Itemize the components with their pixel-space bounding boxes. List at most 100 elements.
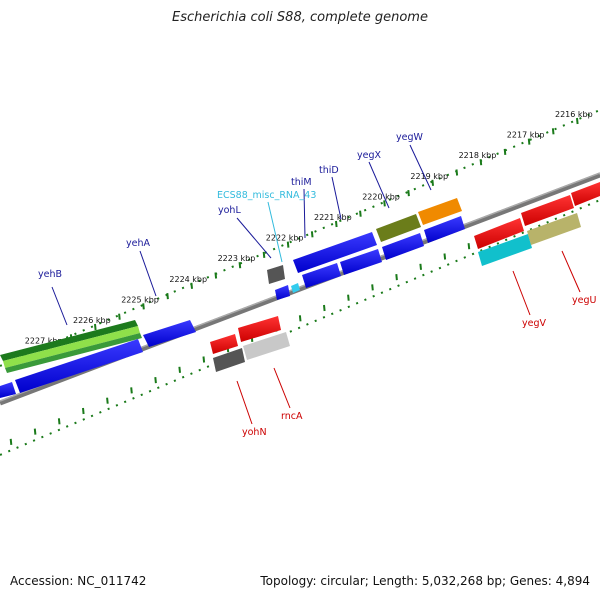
feature-misc-rna[interactable]: [291, 283, 300, 293]
feature-thiM[interactable]: [293, 232, 377, 273]
gene-label-yohL[interactable]: yohL: [218, 205, 241, 216]
ruler-tick: [551, 128, 555, 135]
ruler-tick-inner: [443, 253, 447, 260]
feature-yohL[interactable]: [275, 285, 290, 300]
ruler-tick: [359, 210, 362, 217]
feature-yegV[interactable]: [478, 234, 532, 266]
ruler-tick-label: 2227 kbp: [25, 337, 63, 346]
topology-text: Topology: circular; Length: 5,032,268 bp…: [260, 574, 590, 588]
reverse-label-leaders: [236, 250, 581, 425]
ruler-tick-inner: [323, 304, 326, 312]
gene-label-yegV[interactable]: yegV: [522, 318, 546, 329]
feature-yegV-red[interactable]: [474, 218, 524, 249]
accession-text: Accession: NC_011742: [10, 574, 147, 588]
feature-rncA[interactable]: [238, 316, 281, 342]
ruler-tick: [310, 231, 314, 238]
feature-yegX-blue[interactable]: [382, 233, 424, 260]
ruler-tick: [383, 200, 386, 207]
ruler-tick: [479, 159, 483, 166]
gene-label-yohN[interactable]: yohN: [242, 427, 267, 438]
feature-yegW-blue[interactable]: [424, 216, 465, 243]
gene-label-thiD[interactable]: thiD: [319, 165, 339, 176]
feature-yohL-grey[interactable]: [267, 265, 285, 284]
ruler-tick-inner: [419, 263, 422, 270]
feature-yohN[interactable]: [210, 334, 238, 354]
gene-label-thiM[interactable]: thiM: [291, 177, 312, 188]
misc-rna-leader: [267, 201, 283, 263]
forward-gene-labels: yegW yegX thiD thiM ECS88_misc_RNA_43 yo…: [38, 132, 423, 280]
feature-yegU-red[interactable]: [571, 182, 600, 206]
ruler-tick-label: 2218 kbp: [459, 151, 497, 160]
ruler-tick-label: 2221 kbp: [314, 213, 352, 222]
ruler-tick: [190, 282, 193, 289]
feature-thiD-a[interactable]: [302, 263, 341, 288]
reverse-strand-features: [210, 182, 600, 372]
gene-label-yegW[interactable]: yegW: [396, 132, 423, 143]
ruler-tick-inner: [130, 387, 133, 394]
feature-blue-mid[interactable]: [143, 320, 196, 347]
ruler-track-outer: [0, 109, 600, 367]
feature-yehB-band-3[interactable]: [5, 333, 142, 373]
feature-yegU[interactable]: [527, 213, 581, 245]
ruler-tick-inner: [347, 294, 350, 301]
ruler-tick: [407, 190, 410, 197]
ruler-tick-label: 2224 kbp: [169, 275, 207, 284]
ruler-tick-inner: [202, 356, 206, 363]
feature-yohN-grey[interactable]: [213, 348, 245, 372]
gene-label-misc-rna[interactable]: ECS88_misc_RNA_43: [217, 190, 316, 201]
feature-rncA-grey[interactable]: [243, 332, 290, 360]
ruler-tick: [166, 293, 169, 300]
ruler-tick: [142, 303, 145, 310]
ruler-tick: [576, 117, 579, 125]
ruler-track-inner: [0, 199, 600, 456]
ruler-tick: [431, 179, 434, 186]
forward-label-leaders: [51, 144, 432, 326]
ruler-tick: [335, 220, 338, 228]
ruler-tick-inner: [57, 418, 61, 425]
ruler-tick-label: 2219 kbp: [410, 172, 448, 181]
ruler-tick: [238, 262, 242, 269]
feature-blue-left[interactable]: [0, 382, 16, 398]
feature-yehA[interactable]: [15, 339, 143, 393]
feature-yehB-band-2[interactable]: [3, 326, 140, 368]
ruler-tick-inner: [467, 243, 471, 250]
ruler-tick: [118, 313, 121, 320]
feature-yegX[interactable]: [376, 214, 421, 242]
ruler-ticks: [9, 117, 579, 445]
ruler-tick-inner: [9, 438, 13, 445]
gene-label-yegU[interactable]: yegU: [572, 295, 596, 306]
feature-thiD-b[interactable]: [340, 249, 382, 275]
ruler-tick: [262, 251, 266, 258]
gene-label-yehA[interactable]: yehA: [126, 238, 150, 249]
ruler-tick-inner: [82, 407, 85, 415]
ruler-tick: [527, 138, 531, 145]
ruler-tick-label: 2225 kbp: [121, 295, 159, 304]
ruler-tick-labels: 2216 kbp 2217 kbp 2218 kbp 2219 kbp 2220 kbp…: [25, 110, 593, 346]
ruler-tick-label: 2226 kbp: [73, 316, 111, 325]
reverse-gene-labels: yegU yegV rncA yohN: [242, 295, 596, 438]
ruler-tick: [214, 272, 218, 279]
ruler-tick-inner: [154, 377, 157, 384]
ruler-tick-label: 2222 kbp: [266, 234, 304, 243]
map-title: Escherichia coli S88, complete genome: [172, 10, 428, 25]
ruler-tick-inner: [371, 284, 374, 291]
gene-label-yegX[interactable]: yegX: [357, 150, 381, 161]
ruler-tick: [455, 169, 459, 176]
ruler-tick-inner: [395, 274, 398, 281]
ruler-tick-inner: [106, 397, 109, 404]
ruler-tick-inner: [298, 315, 302, 322]
ruler-tick: [94, 323, 97, 331]
gene-label-rncA[interactable]: rncA: [281, 411, 303, 422]
feature-yehB-band-1[interactable]: [0, 320, 138, 361]
ruler-tick: [286, 241, 290, 248]
gene-label-yehB[interactable]: yehB: [38, 269, 62, 280]
ruler-tick: [503, 148, 507, 155]
ruler-tick-label: 2223 kbp: [218, 254, 256, 263]
ruler-tick-inner: [33, 428, 37, 435]
ruler-tick-inner: [178, 366, 181, 373]
ruler-tick-label: 2217 kbp: [507, 131, 545, 140]
feature-yegW[interactable]: [418, 198, 462, 225]
forward-strand-features: [0, 198, 465, 398]
feature-yegV-red-2[interactable]: [521, 195, 574, 226]
